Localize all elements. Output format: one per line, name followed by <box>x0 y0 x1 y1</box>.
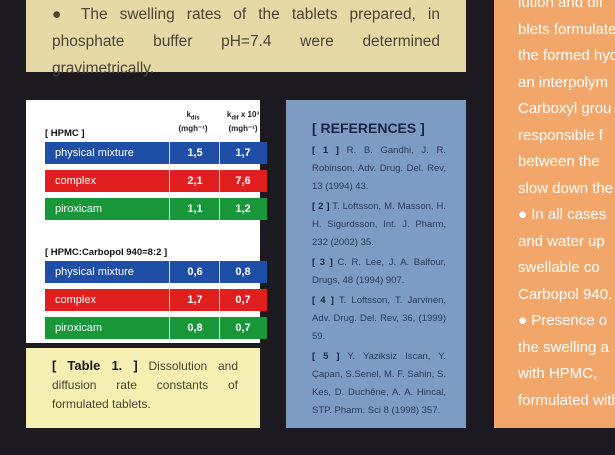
group-title: [ HPMC:Carbopol 940=8:2 ] <box>45 247 168 258</box>
header-symbol: k <box>226 110 232 119</box>
header-subscript: dis <box>190 115 200 122</box>
text-line: Carboxyl grou <box>518 100 612 117</box>
cell-separator <box>169 170 170 192</box>
text-line: the swelling a <box>518 338 609 356</box>
cell-value: 0,8 <box>235 266 251 278</box>
cell-separator <box>219 317 220 339</box>
table-row: complex 1,7 0,7 <box>45 289 267 311</box>
reference-text: R. B. Gandhi, J. R. Robinson, Adv. Drug.… <box>312 145 447 192</box>
column-header: kdis (mgh⁻¹) <box>171 110 215 133</box>
text-line: and water up <box>518 232 605 250</box>
row-label: piroxicam <box>55 322 103 334</box>
caption-box: [ Table 1. ] Dissolution and diffusion r… <box>26 348 260 428</box>
text-line: responsible f <box>518 126 604 144</box>
text-line: between the <box>518 153 600 170</box>
text-line: swellable co <box>518 259 600 276</box>
column-header: kdif x 10³ (mgh⁻¹) <box>221 110 265 133</box>
cell-value: 2,1 <box>187 175 203 187</box>
cell-separator <box>219 289 220 311</box>
reference-item: [ 1 ] R. B. Gandhi, J. R. Robinson, Adv.… <box>312 142 446 196</box>
cell-separator <box>219 198 220 220</box>
reference-text: C. R. Lee, J. A. Balfour, Drugs, 48 (199… <box>312 257 447 286</box>
cell-separator <box>219 261 220 283</box>
cell-value: 1,7 <box>235 147 251 159</box>
cell-separator <box>169 261 170 283</box>
text-line: Carbopol 940. <box>518 285 613 303</box>
table-row: piroxicam 1,1 1,2 <box>45 198 267 220</box>
reference-item: [ 3 ] C. R. Lee, J. A. Balfour, Drugs, 4… <box>312 254 446 290</box>
top-box: ● The swelling rates of the tablets prep… <box>26 0 466 77</box>
header-unit: (mgh⁻¹) <box>178 123 208 133</box>
cell-value: 0,6 <box>187 266 203 278</box>
caption-text: Dissolution and diffusion rate constants… <box>52 359 238 411</box>
table-row: piroxicam 0,8 0,7 <box>45 317 267 339</box>
reference-item: [ 4 ] T. Loftsson, T. Jarvinen, Adv. Dru… <box>312 292 446 346</box>
row-label: physical mixture <box>55 266 134 278</box>
cell-value: 0,8 <box>187 322 203 334</box>
references-box: [ REFERENCES ] [ 1 ] R. B. Gandhi, J. R. … <box>286 100 466 428</box>
caption-label: [ Table 1. ] <box>52 358 138 373</box>
reference-item: [ 5 ] Y. Yaziksiz Iscan, Y. Çapan, S.Sen… <box>312 348 446 420</box>
reference-number: [ 1 ] <box>312 145 339 156</box>
text-line: slow down the <box>518 179 614 197</box>
cell-separator <box>169 142 170 164</box>
cell-separator <box>169 317 170 339</box>
reference-number: [ 4 ] <box>312 295 334 306</box>
reference-text: T. Loftsson, T. Jarvinen, Adv. Drug. Del… <box>312 295 447 342</box>
row-label: piroxicam <box>55 203 103 215</box>
reference-item: [ 2 ] T. Loftsson, M. Masson, H. H. Sigu… <box>312 198 446 252</box>
cell-value: 1,5 <box>187 147 203 159</box>
reference-text: T. Loftsson, M. Masson, H. H. Sigurdsson… <box>312 201 446 248</box>
row-label: complex <box>55 175 96 187</box>
table-box: kdis (mgh⁻¹) kdif x 10³ (mgh⁻¹)[ HPMC ] phys… <box>26 100 267 343</box>
reference-number: [ 5 ] <box>312 351 340 362</box>
text-line: blets formulate <box>518 20 615 38</box>
text-line: an interpolym <box>518 73 609 91</box>
text-line: ● In all cases <box>518 206 607 223</box>
header-symbol: k <box>186 110 191 119</box>
cell-value: 0,7 <box>235 322 251 334</box>
reference-number: [ 3 ] <box>312 257 333 268</box>
text-line: formulated with <box>518 391 615 409</box>
cell-value: 1,1 <box>187 203 203 215</box>
table-row: complex 2,1 7,6 <box>45 170 267 192</box>
header-extra: x 10³ <box>238 110 260 119</box>
cell-separator <box>219 142 220 164</box>
table-row: physical mixture 1,5 1,7 <box>45 142 267 164</box>
group-title: [ HPMC ] <box>45 128 85 139</box>
references-title: [ REFERENCES ] <box>312 120 425 136</box>
cell-separator <box>169 289 170 311</box>
cell-value: 0,7 <box>235 294 251 306</box>
row-label: physical mixture <box>55 147 134 159</box>
text-line: ● Presence o <box>518 312 608 329</box>
reference-number: [ 2 ] <box>312 201 330 212</box>
cell-separator <box>219 170 220 192</box>
header-subscript: dif <box>231 115 239 122</box>
table-row: physical mixture 0,6 0,8 <box>45 261 267 283</box>
text-line: with HPMC, <box>518 365 598 382</box>
cell-value: 1,2 <box>235 203 251 215</box>
text-line: lution and dif <box>518 0 604 11</box>
cell-value: 7,6 <box>235 175 251 187</box>
cell-value: 1,7 <box>187 294 203 306</box>
row-label: complex <box>55 294 96 306</box>
cell-separator <box>169 198 170 220</box>
right-box: lution and dif blets formulate the formed … <box>494 0 615 428</box>
header-unit: (mgh⁻¹) <box>228 123 258 133</box>
text-line: the formed hyd <box>518 47 615 64</box>
reference-text: Y. Yaziksiz Iscan, Y. Çapan, S.Senel, M.… <box>312 351 447 416</box>
